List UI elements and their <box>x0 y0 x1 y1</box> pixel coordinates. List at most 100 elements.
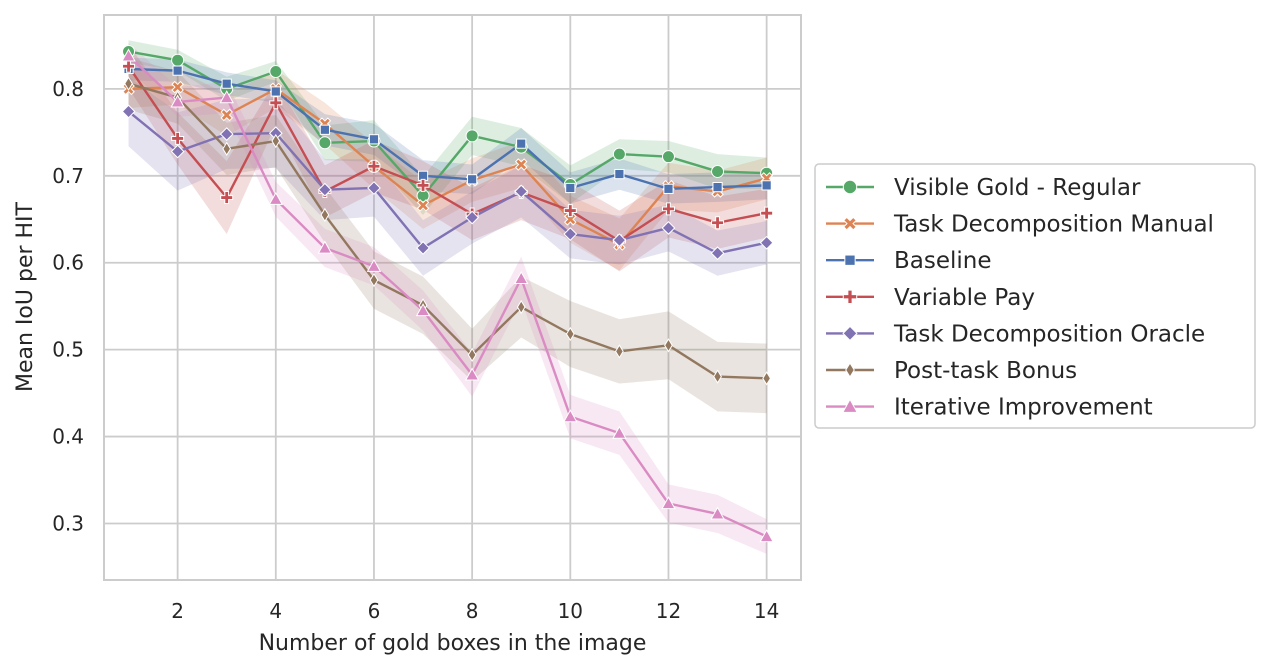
data-point <box>759 529 774 543</box>
legend-marker <box>844 254 856 266</box>
data-point <box>661 496 676 510</box>
data-point <box>565 326 575 342</box>
data-point <box>516 299 526 315</box>
legend-marker <box>845 362 855 378</box>
data-point <box>710 246 725 261</box>
data-point <box>269 96 283 110</box>
series-line <box>127 110 767 255</box>
data-point <box>612 147 626 161</box>
x-tick-label: 4 <box>269 599 282 623</box>
y-tick-labels: 0.3 0.4 0.5 0.6 0.7 0.8 <box>52 77 84 536</box>
x-tick-label: 6 <box>368 599 381 623</box>
data-point <box>318 136 332 150</box>
data-point <box>664 338 673 353</box>
data-point <box>122 59 136 73</box>
data-point <box>366 258 382 272</box>
data-point <box>121 104 136 119</box>
data-point <box>320 207 330 223</box>
data-point <box>171 53 185 67</box>
data-point <box>220 191 234 205</box>
legend-label: Task Decomposition Oracle <box>893 321 1205 347</box>
data-point <box>369 272 379 288</box>
data-point <box>712 182 723 193</box>
data-point <box>563 227 578 241</box>
confidence-band <box>128 44 767 272</box>
data-point <box>663 183 674 194</box>
data-point <box>221 78 232 89</box>
data-point <box>564 212 577 226</box>
data-point <box>661 150 675 164</box>
data-point <box>416 241 430 255</box>
data-point <box>612 233 627 248</box>
data-point <box>172 65 183 76</box>
data-point <box>317 182 332 197</box>
data-point <box>710 506 725 520</box>
data-point <box>711 164 725 178</box>
data-point <box>759 235 774 250</box>
x-tick-label: 8 <box>466 599 479 623</box>
data-point <box>516 138 527 149</box>
data-point <box>615 344 624 359</box>
legend-marker <box>841 398 859 413</box>
legend-label: Post-task Bonus <box>894 358 1077 384</box>
data-point <box>661 202 675 216</box>
legend-label: Variable Pay <box>894 285 1035 311</box>
data-point <box>268 191 284 205</box>
data-point <box>170 94 185 108</box>
x-axis-label: Number of gold boxes in the image <box>259 631 647 656</box>
legend-marker <box>842 289 858 305</box>
confidence-band <box>128 40 767 215</box>
legend-label: Visible Gold - Regular <box>894 175 1141 201</box>
x-tick-labels: 2 4 6 8 10 12 14 <box>171 599 779 623</box>
data-point <box>171 131 185 145</box>
x-tick-label: 12 <box>656 599 681 623</box>
data-point <box>416 178 430 192</box>
y-tick-label: 0.8 <box>52 77 84 101</box>
data-point <box>565 182 576 194</box>
plot-background <box>104 15 801 580</box>
data-point <box>317 240 333 254</box>
data-point <box>124 76 133 91</box>
data-point <box>367 159 381 173</box>
data-point <box>614 168 625 180</box>
data-point <box>415 303 431 317</box>
data-point <box>762 371 772 386</box>
data-point <box>219 127 234 141</box>
series-line <box>127 65 767 243</box>
data-point <box>514 158 528 171</box>
data-point <box>465 129 479 143</box>
confidence-band <box>128 42 767 554</box>
data-point <box>219 90 234 104</box>
data-point <box>760 206 774 220</box>
legend-marker <box>842 325 858 342</box>
data-point <box>661 221 676 235</box>
data-point <box>711 216 725 230</box>
data-point <box>465 210 480 225</box>
data-point <box>467 347 477 363</box>
plot-frame <box>103 14 802 581</box>
data-point <box>220 108 234 122</box>
legend-label: Baseline <box>894 248 992 274</box>
series-line <box>128 85 767 246</box>
data-point <box>467 174 478 185</box>
data-point <box>713 369 722 384</box>
series-markers <box>121 45 774 543</box>
series-line <box>128 82 767 380</box>
data-point <box>416 199 430 212</box>
y-tick-label: 0.5 <box>52 338 84 362</box>
legend-label: Task Decomposition Manual <box>893 212 1214 238</box>
data-point <box>513 270 529 284</box>
y-tick-label: 0.6 <box>52 251 84 275</box>
series-line <box>127 54 768 538</box>
data-point <box>222 141 232 157</box>
x-tick-label: 2 <box>171 599 184 623</box>
data-point <box>319 124 330 135</box>
data-point <box>121 48 136 62</box>
y-axis-label: Mean IoU per HIT <box>13 201 38 392</box>
confidence-band <box>128 69 767 271</box>
legend-marker <box>842 179 858 195</box>
confidence-band <box>128 57 767 204</box>
data-point <box>464 367 480 381</box>
x-tick-label: 14 <box>754 599 779 623</box>
